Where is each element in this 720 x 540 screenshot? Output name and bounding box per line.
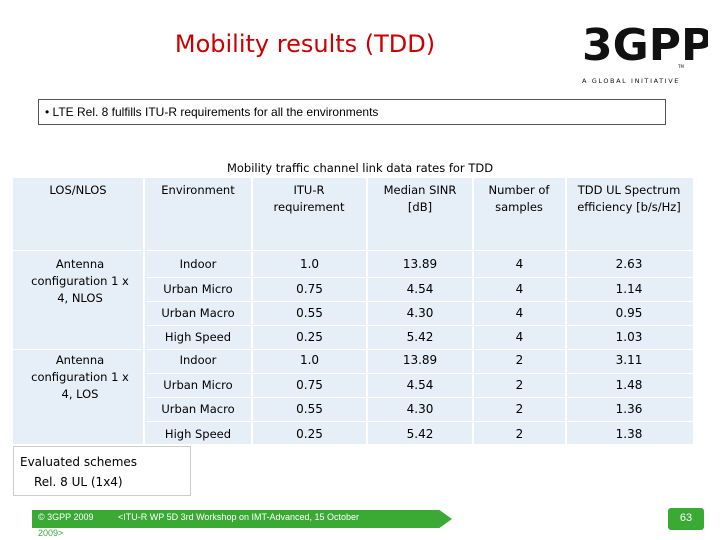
cell-itu-requirement: 1.0 <box>299 353 320 367</box>
header-los-nlos: LOS/NLOS <box>49 183 107 197</box>
footer-event: <ITU-R WP 5D 3rd Workshop on IMT-Advance… <box>118 512 360 522</box>
row-divider <box>145 373 693 374</box>
col-divider <box>366 178 368 444</box>
group-label-los: Antenna configuration 1 x 4, LOS <box>31 353 129 401</box>
cell-environment: Urban Macro <box>161 402 235 416</box>
header-itu-requirement: ITU-R requirement <box>273 183 345 214</box>
cell-spectrum-efficiency: 2.63 <box>615 257 643 271</box>
row-divider <box>145 397 693 398</box>
bullet-box: • LTE Rel. 8 fulfills ITU-R requirements… <box>38 99 666 125</box>
header-number-of-samples: Number of samples <box>488 183 550 214</box>
logo-tagline: A GLOBAL INITIATIVE <box>582 77 680 85</box>
cell-spectrum-efficiency: 1.48 <box>615 378 643 392</box>
cell-spectrum-efficiency: 1.14 <box>615 282 643 296</box>
cell-samples: 2 <box>515 402 524 416</box>
bullet-text: • LTE Rel. 8 fulfills ITU-R requirements… <box>45 105 379 119</box>
cell-spectrum-efficiency: 0.95 <box>615 306 643 320</box>
row-divider <box>13 349 693 350</box>
cell-spectrum-efficiency: 1.03 <box>615 330 643 344</box>
cell-samples: 2 <box>515 378 524 392</box>
page-number: 63 <box>679 512 693 524</box>
header-environment: Environment <box>161 183 235 197</box>
cell-environment: High Speed <box>164 330 232 344</box>
cell-samples: 4 <box>515 330 524 344</box>
col-divider <box>565 178 567 444</box>
cell-itu-requirement: 0.25 <box>296 330 323 344</box>
slide-title: Mobility results (TDD) <box>174 30 436 58</box>
cell-samples: 2 <box>515 427 524 441</box>
cell-samples: 4 <box>515 306 524 320</box>
cell-environment: Urban Macro <box>161 306 235 320</box>
col-divider <box>251 178 253 444</box>
cell-itu-requirement: 0.55 <box>296 306 323 320</box>
header-median-sinr: Median SINR [dB] <box>383 183 457 214</box>
row-divider <box>145 325 693 326</box>
logo-wordmark: 3GPP <box>582 20 708 71</box>
evaluated-schemes-box: Evaluated schemes Rel. 8 UL (1x4) <box>13 446 191 496</box>
footer-copyright: © 3GPP 2009 <box>38 512 94 522</box>
footer-event-continued: 2009> <box>38 528 64 538</box>
cell-itu-requirement: 0.75 <box>296 378 323 392</box>
evaluated-schemes-value: Rel. 8 UL (1x4) <box>34 475 123 489</box>
table-caption: Mobility traffic channel link data rates… <box>226 161 494 175</box>
cell-median-sinr: 13.89 <box>402 353 438 367</box>
cell-spectrum-efficiency: 3.11 <box>615 353 643 367</box>
page-number-badge: 63 <box>668 508 704 530</box>
cell-spectrum-efficiency: 1.38 <box>615 427 643 441</box>
cell-median-sinr: 4.54 <box>406 378 434 392</box>
cell-median-sinr: 5.42 <box>406 330 434 344</box>
logo-tm: TM <box>677 64 684 69</box>
results-table <box>13 178 693 444</box>
footer-bar <box>32 510 452 528</box>
col-divider <box>143 178 145 444</box>
cell-environment: Urban Micro <box>163 282 233 296</box>
evaluated-schemes-title: Evaluated schemes <box>20 455 138 469</box>
row-divider <box>145 421 693 422</box>
cell-samples: 4 <box>515 282 524 296</box>
cell-environment: Urban Micro <box>163 378 233 392</box>
cell-environment: Indoor <box>179 353 217 367</box>
cell-itu-requirement: 0.55 <box>296 402 323 416</box>
cell-environment: High Speed <box>164 427 232 441</box>
cell-samples: 2 <box>515 353 524 367</box>
cell-median-sinr: 4.30 <box>406 306 434 320</box>
cell-samples: 4 <box>515 257 524 271</box>
header-spectrum-efficiency: TDD UL Spectrum efficiency [b/s/Hz] <box>577 183 681 214</box>
cell-median-sinr: 4.54 <box>406 282 434 296</box>
row-divider <box>145 301 693 302</box>
cell-itu-requirement: 1.0 <box>299 257 320 271</box>
col-divider <box>472 178 474 444</box>
cell-spectrum-efficiency: 1.36 <box>615 402 643 416</box>
cell-median-sinr: 4.30 <box>406 402 434 416</box>
cell-environment: Indoor <box>179 257 217 271</box>
group-label-nlos: Antenna configuration 1 x 4, NLOS <box>31 257 129 305</box>
3gpp-logo: 3GPP TM A GLOBAL INITIATIVE <box>578 10 713 90</box>
cell-itu-requirement: 0.75 <box>296 282 323 296</box>
row-divider <box>145 277 693 278</box>
cell-median-sinr: 13.89 <box>402 257 438 271</box>
cell-itu-requirement: 0.25 <box>296 427 323 441</box>
row-divider <box>13 250 693 251</box>
cell-median-sinr: 5.42 <box>406 427 434 441</box>
